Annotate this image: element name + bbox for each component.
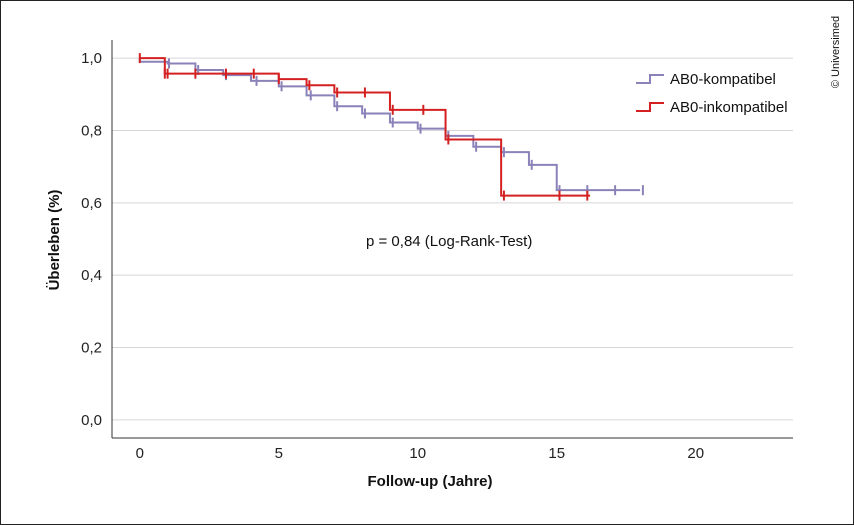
series-group bbox=[138, 53, 644, 201]
y-tick-label: 0,0 bbox=[81, 412, 102, 429]
x-tick-labels: 0 5 10 15 20 bbox=[136, 445, 704, 462]
y-tick-labels: 0,0 0,2 0,4 0,6 0,8 1,0 bbox=[81, 50, 102, 429]
x-axis-title: Follow-up (Jahre) bbox=[368, 473, 493, 490]
survival-curve bbox=[139, 57, 591, 197]
y-tick-label: 0,4 bbox=[81, 267, 102, 284]
y-tick-label: 0,2 bbox=[81, 340, 102, 357]
y-tick-label: 1,0 bbox=[81, 50, 102, 67]
legend-label: AB0-kompatibel bbox=[670, 71, 776, 88]
x-tick-label: 15 bbox=[548, 445, 565, 462]
x-tick-label: 10 bbox=[409, 445, 426, 462]
y-axis-title: Überleben (%) bbox=[46, 190, 63, 291]
legend: AB0-kompatibel AB0-inkompatibel bbox=[636, 71, 788, 116]
series-1 bbox=[138, 58, 644, 196]
x-tick-label: 20 bbox=[687, 445, 704, 462]
survival-curve bbox=[138, 58, 641, 192]
x-tick-label: 0 bbox=[136, 445, 144, 462]
y-tick-label: 0,8 bbox=[81, 122, 102, 139]
grid-lines bbox=[112, 57, 793, 421]
legend-label: AB0-inkompatibel bbox=[670, 99, 788, 116]
x-tick-label: 5 bbox=[275, 445, 283, 462]
y-tick-label: 0,6 bbox=[81, 195, 102, 212]
p-value-annotation: p = 0,84 (Log-Rank-Test) bbox=[366, 233, 532, 250]
series-2 bbox=[138, 53, 591, 201]
copyright-notice: © Universimed bbox=[830, 16, 842, 88]
axes bbox=[111, 40, 793, 439]
legend-swatch bbox=[636, 74, 664, 84]
legend-swatch bbox=[636, 102, 664, 112]
